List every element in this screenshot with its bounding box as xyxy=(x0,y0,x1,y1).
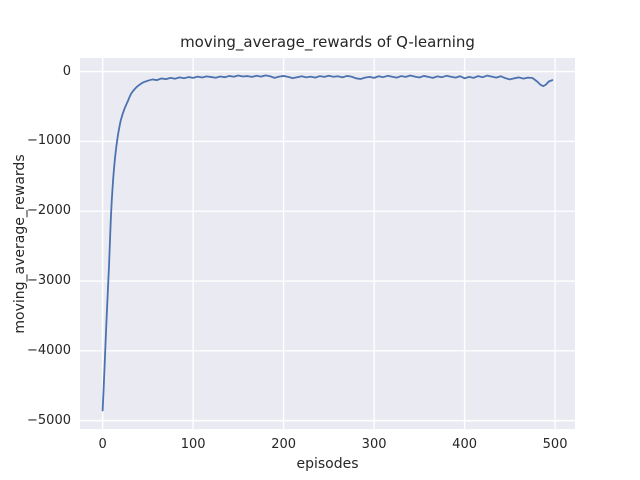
chart-title: moving_average_rewards of Q-learning xyxy=(180,33,475,51)
x-tick-label: 400 xyxy=(452,437,478,452)
y-tick-label: −1000 xyxy=(27,133,71,149)
x-tick-label: 300 xyxy=(361,437,387,452)
x-axis-label: episodes xyxy=(296,456,359,472)
y-tick-label: 0 xyxy=(62,63,71,79)
y-axis-label: moving_average_rewards xyxy=(12,154,28,334)
data-line-moving_average_rewards xyxy=(101,74,554,412)
y-tick-label: −5000 xyxy=(27,412,71,428)
y-tick-label: −3000 xyxy=(27,273,71,289)
x-tick-label: 200 xyxy=(271,437,297,452)
x-tick-label: 500 xyxy=(542,437,568,452)
y-tick-label: −4000 xyxy=(27,342,71,358)
x-tick-label: 0 xyxy=(98,437,107,452)
plot-area xyxy=(80,58,575,429)
chart-svg xyxy=(80,58,575,429)
x-tick-label: 100 xyxy=(180,437,206,452)
y-tick-label: −2000 xyxy=(27,203,71,219)
